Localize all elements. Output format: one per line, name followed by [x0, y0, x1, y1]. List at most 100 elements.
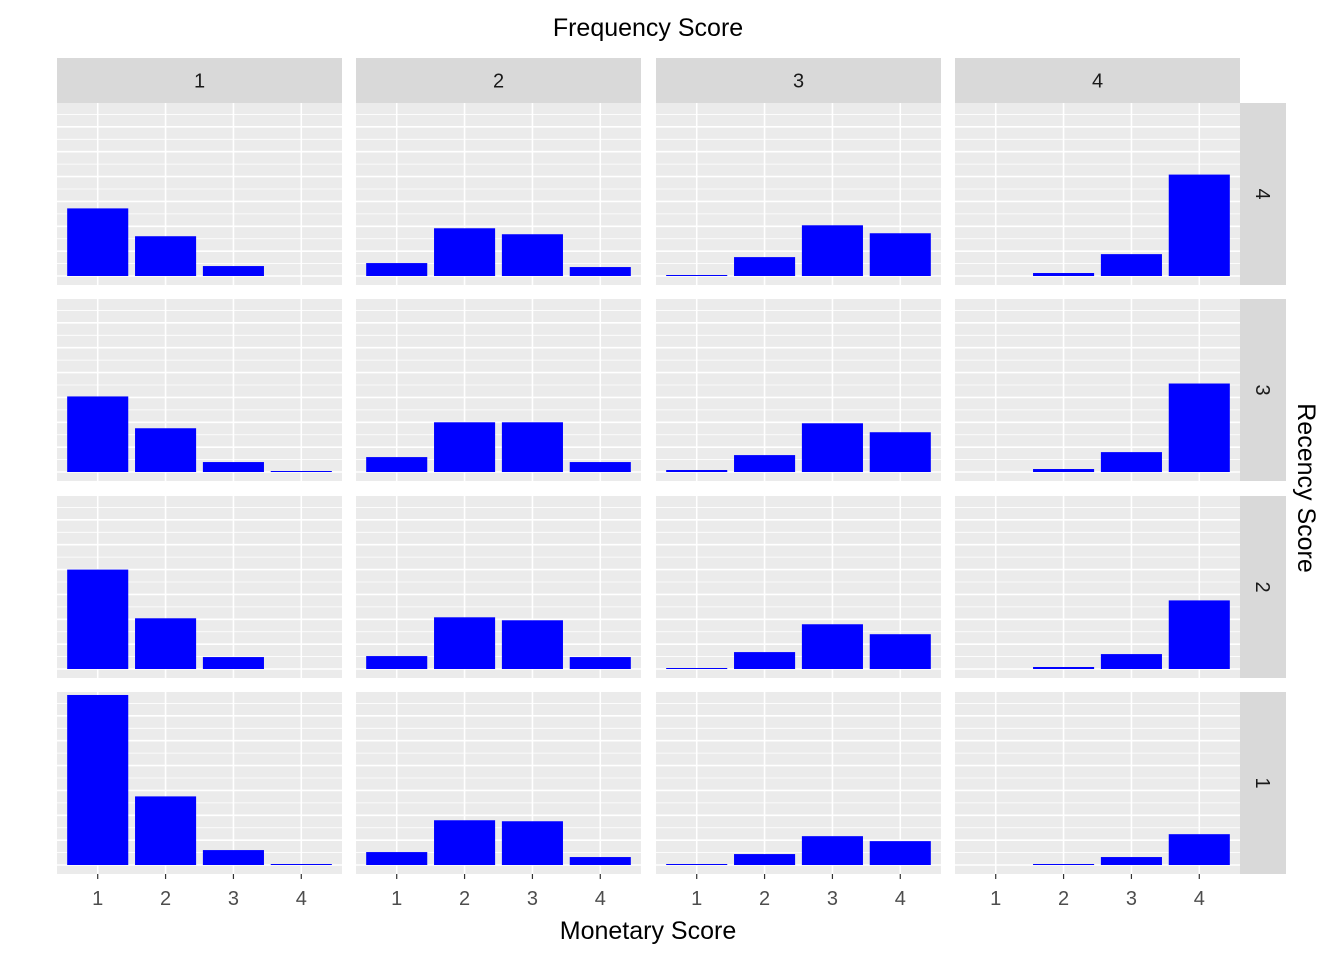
panel-background	[356, 299, 641, 481]
bar-m3	[1100, 654, 1162, 669]
strip-background	[57, 58, 342, 103]
strip-label: 3	[1251, 384, 1273, 395]
bar-m3	[202, 850, 264, 865]
x-tick-label: 2	[459, 888, 470, 910]
strip-frequency-3: 3	[656, 58, 941, 103]
bar-m3	[202, 266, 264, 276]
strip-label: 1	[194, 71, 205, 93]
x-tick-label: 4	[595, 888, 606, 910]
strip-background	[356, 58, 641, 103]
strip-frequency-1: 1	[57, 58, 342, 103]
bar-m2	[1033, 469, 1095, 472]
bar-m2	[734, 652, 796, 669]
panel-r3-f1	[57, 299, 342, 481]
strip-label: 4	[1251, 188, 1273, 199]
strips-layer: 1 2 3 4 4 3 2 1	[57, 58, 1286, 874]
panel-r4-f4	[955, 103, 1240, 285]
bar-m2	[135, 428, 197, 472]
strip-background	[656, 58, 941, 103]
bar-m3	[202, 657, 264, 669]
strip-frequency-4: 4	[955, 58, 1240, 103]
bar-m3	[501, 620, 563, 669]
bar-m2	[434, 228, 496, 276]
bar-m1	[366, 457, 428, 472]
bar-m1	[67, 569, 129, 669]
bar-m1	[366, 263, 428, 276]
strip-background	[955, 58, 1240, 103]
bar-m4	[569, 657, 631, 669]
x-tick-label: 1	[990, 888, 1001, 910]
strip-recency-3: 3	[1240, 299, 1286, 481]
bar-m3	[801, 624, 863, 669]
panels-layer	[57, 103, 1240, 874]
strip-recency-4: 4	[1240, 103, 1286, 285]
panel-r1-f4	[955, 692, 1240, 874]
panel-background	[356, 692, 641, 874]
strip-background	[1240, 692, 1286, 874]
x-tick-label: 2	[759, 888, 770, 910]
bar-m2	[434, 422, 496, 472]
bar-m2	[135, 618, 197, 669]
bar-m4	[270, 864, 332, 865]
bar-m1	[67, 396, 129, 472]
x-tick-label: 1	[691, 888, 702, 910]
panel-r1-f1	[57, 692, 342, 874]
strip-label: 4	[1092, 71, 1103, 93]
bar-m4	[869, 634, 931, 669]
bar-m4	[869, 432, 931, 472]
bar-m3	[801, 423, 863, 472]
bar-m4	[1168, 600, 1230, 669]
bar-m1	[666, 864, 728, 865]
panel-r2-f1	[57, 496, 342, 678]
panel-r4-f3	[656, 103, 941, 285]
panel-background	[356, 103, 641, 285]
panel-r1-f2	[356, 692, 641, 874]
bar-m2	[1033, 864, 1095, 865]
bar-m1	[366, 852, 428, 865]
bar-m2	[1033, 273, 1095, 276]
x-tick-label: 4	[895, 888, 906, 910]
bar-m4	[1168, 383, 1230, 472]
bar-m2	[734, 455, 796, 472]
panel-r4-f1	[57, 103, 342, 285]
x-tick-label: 4	[1194, 888, 1205, 910]
x-tick-label: 3	[1126, 888, 1137, 910]
bar-m4	[569, 857, 631, 865]
bar-m3	[1100, 452, 1162, 472]
ticks-layer: 1 2 3 4 1 2 3 4 1 2 3 4 1 2 3 4	[92, 874, 1205, 910]
x-tick-label: 3	[827, 888, 838, 910]
panel-r2-f2	[356, 496, 641, 678]
strip-recency-1: 1	[1240, 692, 1286, 874]
x-tick-label: 3	[527, 888, 538, 910]
bar-m2	[1033, 667, 1095, 669]
bar-m2	[734, 257, 796, 276]
bar-m1	[67, 208, 129, 276]
strip-label: 1	[1251, 777, 1273, 788]
x-tick-label: 2	[160, 888, 171, 910]
panel-background	[356, 496, 641, 678]
panel-r3-f3	[656, 299, 941, 481]
x-tick-label: 1	[92, 888, 103, 910]
bar-m2	[135, 236, 197, 276]
bar-m1	[666, 470, 728, 472]
bar-m1	[666, 275, 728, 276]
bar-m1	[366, 656, 428, 669]
bar-m3	[1100, 857, 1162, 865]
panel-r4-f2	[356, 103, 641, 285]
strip-label: 2	[1251, 581, 1273, 592]
bar-m4	[1168, 834, 1230, 865]
bar-m3	[501, 234, 563, 276]
bar-m4	[569, 462, 631, 472]
bar-m1	[67, 694, 129, 865]
bar-m1	[666, 668, 728, 669]
x-tick-label: 1	[391, 888, 402, 910]
row-facet-title: Recency Score	[1292, 403, 1320, 573]
panel-r3-f4	[955, 299, 1240, 481]
strip-label: 2	[493, 71, 504, 93]
bar-m4	[569, 267, 631, 276]
x-tick-label: 2	[1058, 888, 1069, 910]
bar-m3	[801, 836, 863, 865]
panel-r2-f3	[656, 496, 941, 678]
strip-frequency-2: 2	[356, 58, 641, 103]
